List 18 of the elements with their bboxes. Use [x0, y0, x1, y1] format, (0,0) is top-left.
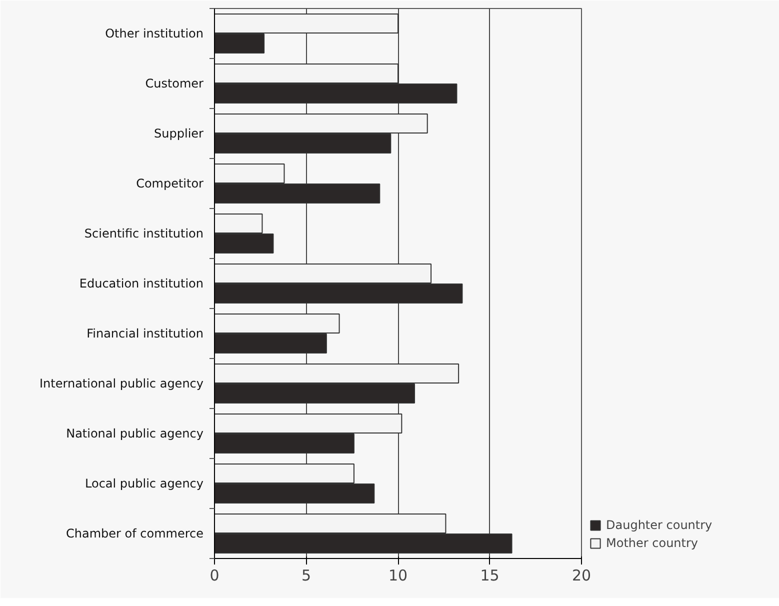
legend-label: Daughter country [606, 518, 712, 532]
y-tick-label: Customer [145, 76, 204, 90]
y-tick-label: Supplier [154, 126, 204, 140]
x-tick-label: 5 [301, 566, 312, 584]
x-tick-label: 10 [388, 566, 408, 584]
y-tick-label: Local public agency [85, 476, 204, 490]
y-tick-label: International public agency [40, 376, 204, 390]
y-tick-label: Education institution [79, 276, 204, 290]
x-tick-label: 20 [572, 566, 592, 584]
legend-label: Mother country [606, 536, 698, 550]
y-tick-label: Chamber of commerce [66, 526, 204, 540]
y-tick-label: Scientific institution [84, 226, 204, 240]
y-tick-label: National public agency [66, 426, 204, 440]
y-tick-label: Other institution [105, 26, 204, 40]
x-tick-label: 15 [480, 566, 500, 584]
y-tick-label: Financial institution [86, 326, 204, 340]
x-tick-label: 0 [210, 566, 220, 584]
y-tick-label: Competitor [136, 176, 204, 190]
